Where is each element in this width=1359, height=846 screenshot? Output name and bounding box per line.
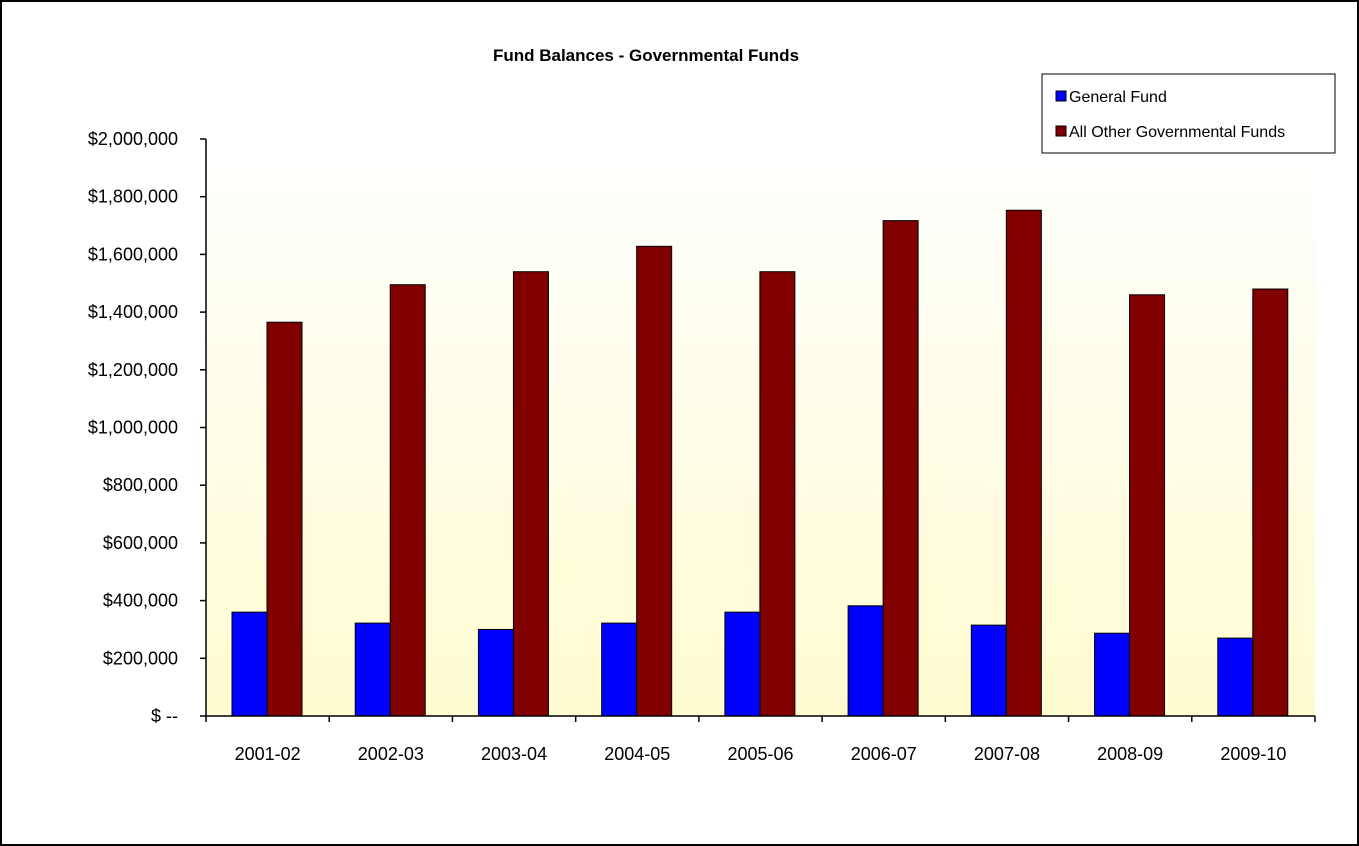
y-tick-label: $600,000	[103, 533, 178, 553]
y-tick-label: $1,600,000	[88, 244, 178, 264]
x-tick-label: 2004-05	[604, 744, 670, 764]
bar-all-other-governmental-funds-2004-05	[636, 245, 673, 717]
bars-layer	[231, 209, 1289, 717]
y-tick-label: $ --	[151, 706, 178, 726]
y-tick-label: $200,000	[103, 648, 178, 668]
x-tick-label: 2003-04	[481, 744, 547, 764]
bar-general-fund-2008-09	[1094, 632, 1131, 717]
y-tick-label: $1,000,000	[88, 418, 178, 438]
bar-general-fund-2005-06	[724, 611, 761, 717]
y-tick-label: $1,800,000	[88, 187, 178, 207]
bar-general-fund-2003-04	[477, 628, 514, 717]
bar-general-fund-2002-03	[354, 622, 391, 717]
bar-general-fund-2006-07	[847, 605, 884, 717]
bar-general-fund-2009-10	[1217, 637, 1254, 717]
legend-label-all-other-funds: All Other Governmental Funds	[1069, 124, 1285, 141]
bar-all-other-governmental-funds-2009-10	[1252, 288, 1289, 717]
bar-all-other-governmental-funds-2008-09	[1129, 294, 1166, 717]
y-ticks-layer: $ -- $200,000 $400,000 $600,000 $800,000 $1,0…	[88, 129, 206, 726]
x-ticks-layer: 2001-02 2002-03 2003-04 2004-05 2005-06 2006-…	[205, 716, 1316, 764]
bar-all-other-governmental-funds-2005-06	[759, 271, 796, 717]
bar-general-fund-2004-05	[601, 622, 638, 717]
y-tick-label: $1,200,000	[88, 360, 178, 380]
y-tick-label: $1,400,000	[88, 302, 178, 322]
legend-label-general-fund: General Fund	[1069, 89, 1167, 106]
bar-all-other-governmental-funds-2001-02	[266, 321, 303, 717]
bar-all-other-governmental-funds-2002-03	[389, 284, 426, 717]
y-tick-label: $2,000,000	[88, 129, 178, 149]
x-tick-label: 2006-07	[851, 744, 917, 764]
legend-box	[1041, 73, 1336, 154]
y-tick-label: $800,000	[103, 475, 178, 495]
x-tick-label: 2009-10	[1220, 744, 1286, 764]
x-tick-label: 2005-06	[727, 744, 793, 764]
x-tick-label: 2008-09	[1097, 744, 1163, 764]
bar-general-fund-2001-02	[231, 611, 268, 717]
bar-all-other-governmental-funds-2007-08	[1005, 209, 1042, 717]
bar-all-other-governmental-funds-2003-04	[512, 271, 549, 717]
legend-swatch-general-fund	[1055, 90, 1067, 102]
chart-title: Fund Balances - Governmental Funds	[493, 46, 799, 65]
x-tick-label: 2007-08	[974, 744, 1040, 764]
bar-general-fund-2007-08	[970, 624, 1007, 717]
x-tick-label: 2002-03	[358, 744, 424, 764]
x-tick-label: 2001-02	[235, 744, 301, 764]
legend-swatch-all-other-funds	[1055, 125, 1067, 137]
bar-all-other-governmental-funds-2006-07	[882, 220, 919, 717]
legend: General Fund All Other Governmental Fund…	[1041, 73, 1336, 154]
y-tick-label: $400,000	[103, 591, 178, 611]
